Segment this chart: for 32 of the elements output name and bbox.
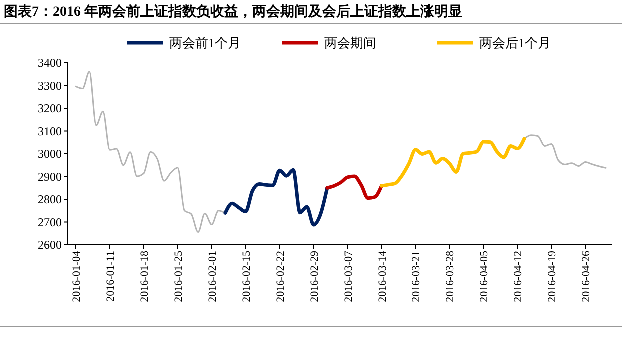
x-tick-label: 2016-01-25 (172, 250, 185, 302)
x-tick-label: 2016-02-22 (274, 251, 287, 302)
line-series (380, 137, 526, 188)
y-tick-label: 3400 (38, 56, 62, 70)
x-tick-label: 2016-04-05 (478, 250, 491, 302)
x-tick-label: 2016-03-28 (444, 250, 457, 302)
x-tick-label: 2016-02-29 (308, 250, 321, 302)
y-tick-label: 2800 (38, 192, 62, 207)
x-tick-label: 2016-04-12 (512, 251, 525, 302)
legend-label: 两会期间 (324, 36, 376, 51)
legend-label: 两会前1个月 (170, 36, 241, 51)
y-tick-label: 2600 (38, 238, 62, 252)
x-tick-label: 2016-01-04 (71, 250, 83, 302)
x-tick-label: 2016-02-01 (206, 251, 219, 302)
y-tick-label: 3000 (38, 147, 62, 162)
line-series (326, 174, 384, 200)
x-tick-label: 2016-01-11 (104, 251, 117, 302)
x-tick-label: 2016-03-21 (410, 251, 423, 302)
line-series (224, 168, 330, 227)
legend-label: 两会后1个月 (480, 36, 551, 51)
y-tick-label: 3300 (38, 78, 62, 93)
x-tick-label: 2016-04-19 (546, 250, 559, 302)
y-tick-label: 3100 (38, 124, 62, 138)
y-tick-label: 2900 (38, 170, 62, 184)
x-tick-label: 2016-01-18 (138, 250, 151, 302)
x-tick-label: 2016-04-26 (580, 250, 593, 302)
y-tick-label: 3200 (38, 102, 62, 116)
x-tick-label: 2016-03-14 (376, 250, 389, 302)
y-tick-label: 2700 (38, 215, 62, 230)
chart-title: 图表7：2016 年两会前上证指数负收益，两会期间及会后上证指数上涨明显 (4, 3, 462, 20)
x-tick-label: 2016-02-15 (240, 250, 253, 302)
x-tick-label: 2016-03-07 (342, 250, 355, 302)
